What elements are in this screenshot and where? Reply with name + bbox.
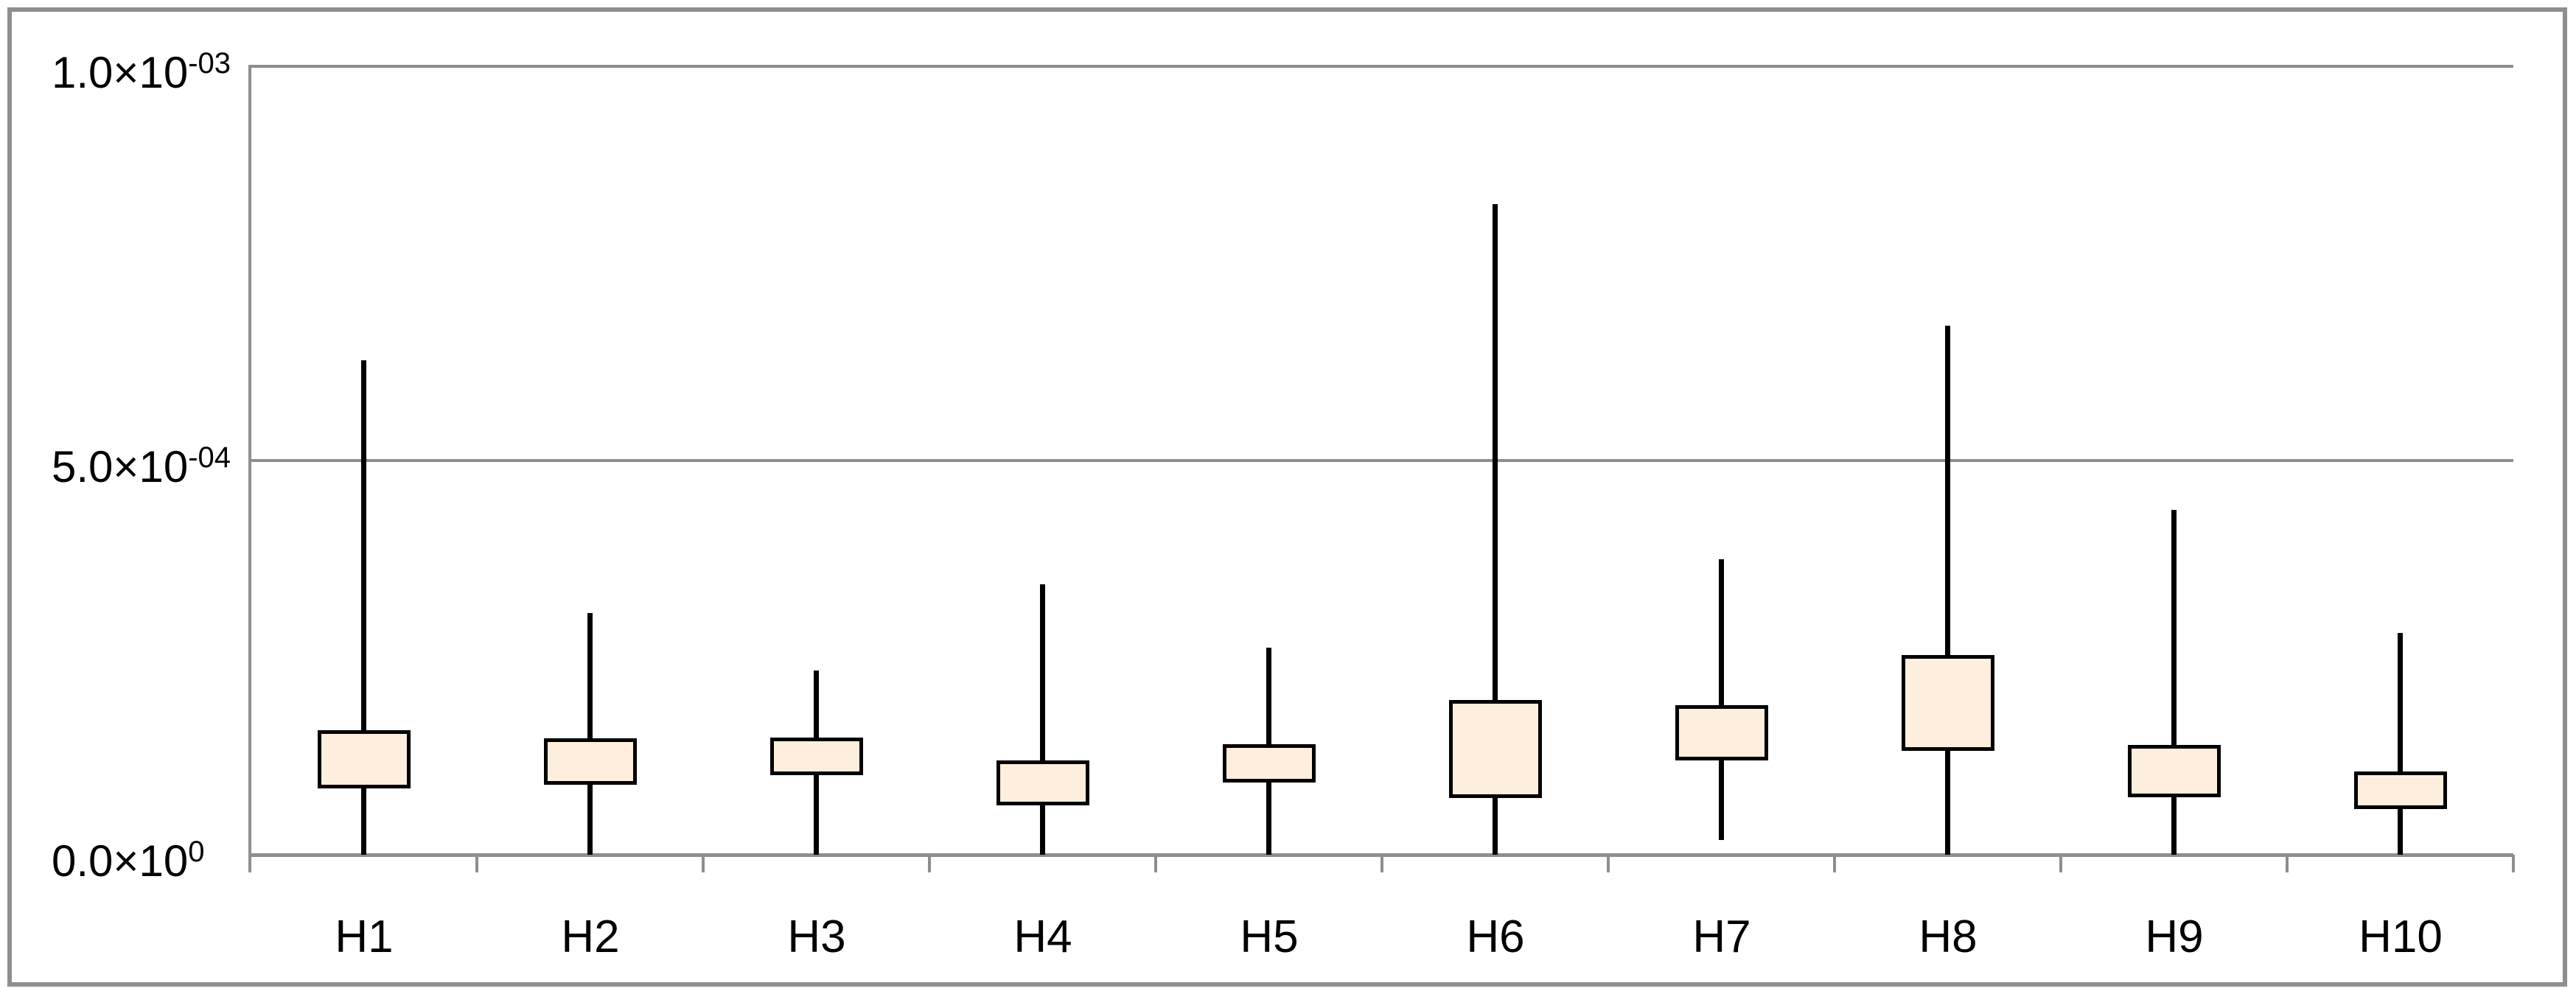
x-axis-tick: [475, 855, 478, 872]
upper-whisker-H9: [2171, 510, 2177, 749]
upper-whisker-H8: [1945, 326, 1950, 659]
y-tick-exponent: 0: [188, 836, 205, 868]
x-axis-label-H9: H9: [2145, 911, 2204, 962]
y-tick-label: 1.0×10-03: [52, 40, 231, 97]
x-axis-tick: [1154, 855, 1157, 872]
box-H9: [2128, 745, 2221, 797]
lower-whisker-H2: [587, 780, 593, 855]
upper-whisker-H5: [1266, 647, 1271, 749]
y-tick-label: 0.0×100: [52, 828, 204, 885]
upper-whisker-H6: [1493, 204, 1498, 704]
x-axis-label-H5: H5: [1240, 911, 1299, 962]
upper-whisker-H1: [361, 360, 366, 735]
lower-whisker-H4: [1040, 801, 1045, 855]
lower-whisker-H7: [1719, 756, 1724, 840]
lower-whisker-H5: [1266, 779, 1271, 855]
x-axis-tick: [2286, 855, 2289, 872]
x-axis-tick: [1381, 855, 1383, 872]
upper-whisker-H10: [2398, 633, 2403, 775]
box-H8: [1902, 655, 1994, 751]
box-H1: [318, 730, 411, 788]
box-H7: [1675, 705, 1768, 760]
x-axis-label-H4: H4: [1013, 911, 1072, 962]
lower-whisker-H8: [1945, 747, 1950, 855]
box-H2: [544, 738, 637, 785]
x-axis-tick: [1833, 855, 1836, 872]
x-axis-label-H2: H2: [561, 911, 620, 962]
box-H10: [2354, 771, 2447, 809]
upper-whisker-H3: [814, 670, 819, 741]
upper-whisker-H2: [587, 612, 593, 742]
y-axis-line: [248, 65, 251, 872]
y-tick-exponent: -04: [188, 441, 231, 474]
x-axis-label-H7: H7: [1692, 911, 1751, 962]
gridline-5.0×10-04: [251, 459, 2513, 462]
y-tick-base: 0.0×10: [52, 836, 189, 886]
y-tick-label: 5.0×10-04: [52, 434, 231, 491]
upper-whisker-H7: [1719, 559, 1724, 709]
gridline-1.0×10-03: [251, 65, 2513, 68]
lower-whisker-H9: [2171, 794, 2177, 855]
x-axis-tick: [928, 855, 931, 872]
x-axis-label-H1: H1: [335, 911, 394, 962]
x-axis-tick: [1607, 855, 1610, 872]
x-axis-label-H10: H10: [2359, 911, 2443, 962]
box-H5: [1223, 744, 1316, 783]
box-H3: [770, 738, 863, 775]
lower-whisker-H3: [814, 771, 819, 855]
lower-whisker-H6: [1493, 794, 1498, 855]
box-H4: [996, 760, 1089, 805]
figure-border: [7, 7, 2567, 987]
x-axis-tick: [2059, 855, 2062, 872]
y-tick-base: 1.0×10: [52, 48, 189, 97]
y-tick-base: 5.0×10: [52, 442, 189, 491]
lower-whisker-H1: [361, 784, 366, 855]
lower-whisker-H10: [2398, 805, 2403, 855]
x-axis-label-H3: H3: [787, 911, 846, 962]
x-axis-label-H8: H8: [1919, 911, 1978, 962]
box-H6: [1449, 700, 1542, 798]
x-axis-tick: [2512, 855, 2515, 872]
y-tick-exponent: -03: [188, 47, 231, 80]
x-axis-label-H6: H6: [1466, 911, 1525, 962]
upper-whisker-H4: [1040, 584, 1045, 764]
x-axis-tick: [702, 855, 705, 872]
